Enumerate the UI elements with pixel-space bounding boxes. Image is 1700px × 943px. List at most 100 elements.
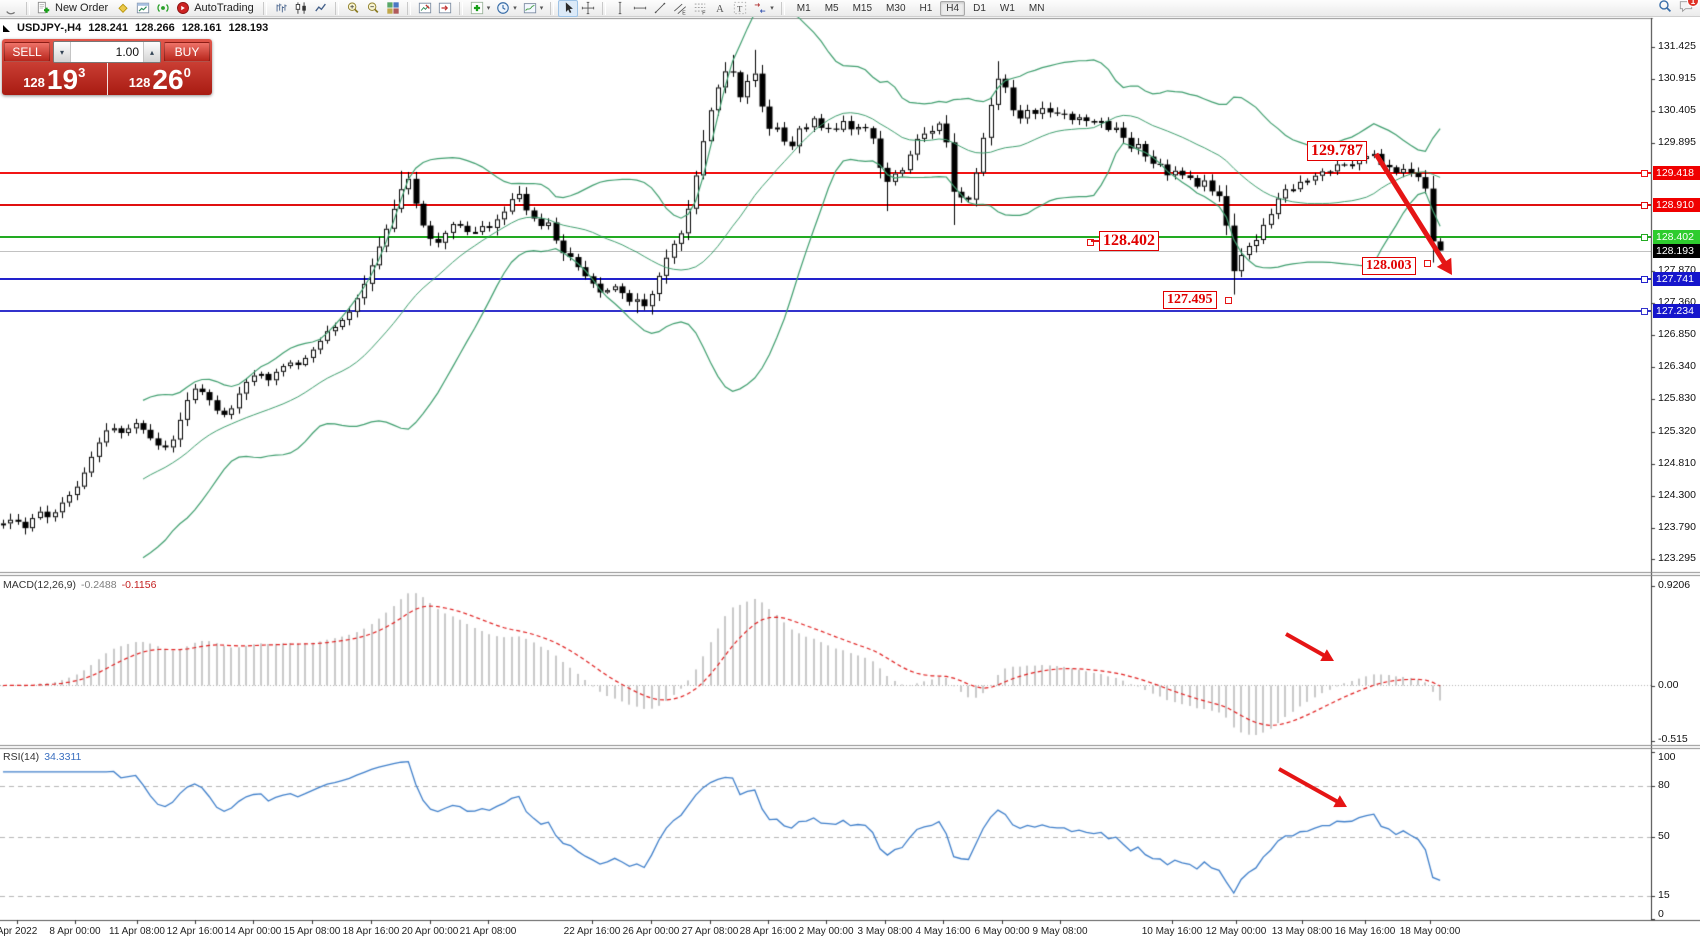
search-button[interactable] — [1658, 0, 1672, 18]
equidistant-channel-tool-button[interactable]: E — [670, 0, 690, 17]
sell-button[interactable]: SELL — [4, 42, 50, 62]
volume-input[interactable] — [71, 42, 143, 62]
macd-tick-label: -0.515 — [1658, 733, 1688, 745]
timeframe-m15[interactable]: M15 — [852, 2, 873, 14]
toolbar-separator — [602, 1, 607, 15]
line-chart-mode-button[interactable] — [311, 0, 331, 17]
trend-arrow[interactable] — [1265, 755, 1361, 821]
crosshair-tool-button[interactable] — [578, 0, 598, 17]
rsi-indicator-label: RSI(14) 34.3311 — [3, 751, 81, 763]
price-annotation-129.787[interactable]: 129.787 — [1307, 141, 1367, 161]
trendline-tool-button[interactable] — [650, 0, 670, 17]
timeframe-mn[interactable]: MN — [1028, 2, 1045, 14]
auto-arrange-button[interactable] — [415, 0, 435, 17]
macd-name: MACD(12,26,9) — [3, 579, 76, 591]
timeframe-m30[interactable]: M30 — [886, 2, 906, 14]
timeframe-m5[interactable]: M5 — [824, 2, 839, 14]
template-icon — [523, 3, 536, 14]
volume-down-button[interactable]: ▾ — [54, 42, 71, 62]
level-line-handle[interactable] — [1641, 234, 1648, 241]
cursor-icon — [566, 2, 574, 13]
community-chat-button[interactable]: 1 — [1679, 0, 1699, 18]
time-axis-label: 18 Apr 16:00 — [342, 926, 400, 937]
timeframe-m1[interactable]: M1 — [796, 2, 811, 14]
zoom-out-button[interactable] — [363, 0, 383, 17]
timeframe-h4[interactable]: H4 — [940, 0, 966, 16]
time-axis-label: 20 Apr 00:00 — [401, 926, 459, 937]
level-line-handle[interactable] — [1641, 276, 1648, 283]
cursor-tool-button[interactable] — [558, 0, 579, 17]
dropdown-caret-icon[interactable]: ▾ — [770, 5, 774, 12]
chart-styler-button[interactable] — [113, 0, 133, 17]
dropdown-caret-icon[interactable]: ▾ — [486, 5, 491, 12]
buy-price[interactable]: 128 26 0 — [108, 63, 213, 95]
new-order-button[interactable]: New Order — [34, 0, 113, 17]
annotation-anchor-mark[interactable] — [1087, 239, 1094, 246]
rsi-name: RSI(14) — [3, 751, 40, 763]
sell-price[interactable]: 128 19 3 — [2, 63, 108, 95]
timeframe-h1[interactable]: H1 — [919, 2, 933, 14]
macd-indicator-label: MACD(12,26,9) -0.2488 -0.1156 — [3, 579, 156, 591]
time-axis-label: 12 Apr 16:00 — [166, 926, 224, 937]
toolbar-right: 1 — [1658, 0, 1699, 18]
chart-shift-icon — [438, 2, 451, 14]
autotrading-button[interactable]: AutoTrading — [173, 0, 259, 17]
text-tool-button[interactable]: A — [710, 0, 730, 17]
toolbar-separator — [262, 1, 267, 15]
annotation-anchor-mark[interactable] — [1424, 260, 1431, 267]
volume-up-button[interactable]: ▴ — [143, 42, 160, 62]
dropdown-caret-icon[interactable]: ▾ — [513, 5, 517, 12]
price-tick-label: 129.895 — [1658, 136, 1696, 148]
level-line-handle[interactable] — [1641, 202, 1648, 209]
tile-windows-button[interactable] — [383, 0, 403, 17]
autotrading-icon — [177, 2, 190, 14]
level-line-handle[interactable] — [1641, 308, 1648, 315]
price-annotation-127.495[interactable]: 127.495 — [1163, 291, 1217, 309]
fibo-icon: F — [695, 3, 706, 15]
rsi-tick-label: 0 — [1658, 908, 1664, 920]
rsi-tick-label: 80 — [1658, 779, 1670, 791]
level-line-handle[interactable] — [1641, 170, 1648, 177]
price-annotation-128.402[interactable]: 128.402 — [1099, 231, 1159, 251]
buy-button[interactable]: BUY — [164, 42, 210, 62]
indicators-button[interactable]: ▾ — [467, 0, 494, 17]
price-badge-127.741: 127.741 — [1653, 272, 1700, 286]
vertical-line-tool-button[interactable] — [610, 0, 630, 17]
line-chart-icon — [314, 3, 326, 12]
price-badge-128.193: 128.193 — [1653, 244, 1700, 258]
price-annotation-128.003[interactable]: 128.003 — [1362, 257, 1416, 275]
templates-button[interactable]: ▾ — [520, 0, 547, 17]
zoom-in-button[interactable] — [343, 0, 363, 17]
candlestick-mode-button[interactable] — [291, 0, 311, 17]
toolbar-clipped-button[interactable] — [2, 0, 22, 17]
annotation-anchor-mark[interactable] — [1225, 297, 1232, 304]
time-axis-label: 8 Apr 00:00 — [49, 926, 101, 937]
signals-button[interactable] — [153, 0, 173, 17]
timeframe-w1[interactable]: W1 — [999, 2, 1015, 14]
horizontal-line-tool-button[interactable] — [630, 0, 650, 17]
bar-chart-mode-button[interactable] — [271, 0, 291, 17]
crosshair-icon — [582, 1, 595, 15]
rsi-tick-label: 15 — [1658, 889, 1670, 901]
arrows-tool-button[interactable]: ▾ — [750, 0, 777, 17]
trend-arrow[interactable] — [1272, 620, 1348, 675]
time-axis-label: 2 May 00:00 — [798, 926, 854, 937]
fibonacci-tool-button[interactable]: F — [690, 0, 710, 17]
text-label-tool-button[interactable]: T — [730, 0, 750, 17]
svg-text:E: E — [682, 11, 686, 15]
price-tick-label: 124.300 — [1658, 489, 1696, 501]
new-order-icon — [37, 1, 50, 14]
vline-icon — [618, 1, 622, 15]
zoom-out-icon — [367, 2, 379, 13]
timeframe-d1[interactable]: D1 — [973, 2, 986, 14]
dropdown-caret-icon[interactable]: ▾ — [539, 5, 544, 12]
chart-shift-button[interactable] — [435, 0, 455, 17]
trend-arrow[interactable] — [1362, 140, 1466, 289]
ohlc-high: 128.266 — [134, 22, 175, 34]
price-badge-128.910: 128.910 — [1653, 198, 1700, 212]
search-icon — [1659, 0, 1672, 12]
new-chart-button[interactable] — [133, 0, 153, 17]
periods-button[interactable]: ▾ — [493, 0, 520, 17]
